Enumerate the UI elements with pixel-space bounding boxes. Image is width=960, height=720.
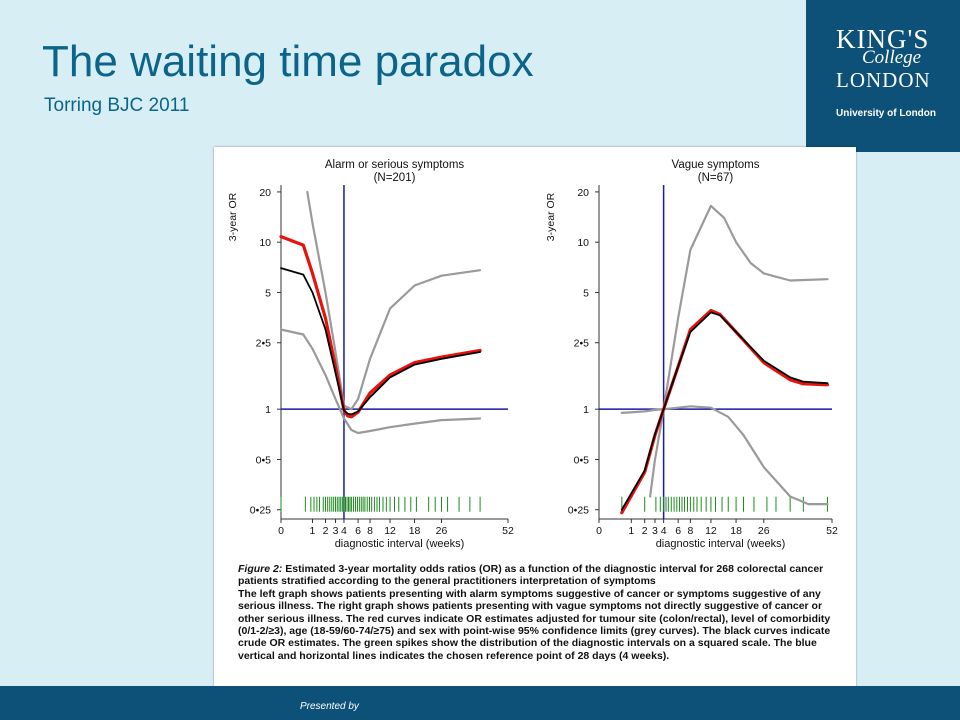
footer-bar: Presented by bbox=[0, 686, 960, 720]
panel1-x-tick-label: 0 bbox=[278, 525, 284, 537]
panel1-x-tick-label: 52 bbox=[502, 525, 514, 537]
panel1-subtitle: (N=201) bbox=[374, 172, 416, 184]
panel1-series-ci-upper bbox=[306, 190, 482, 411]
panel2-y-tick-label: 1 bbox=[583, 404, 589, 416]
panel2-x-tick-label: 52 bbox=[826, 525, 838, 537]
panel1-x-tick-label: 3 bbox=[333, 525, 339, 537]
panel1-y-tick-label: 20 bbox=[259, 187, 271, 199]
panel2-x-tick-label: 8 bbox=[687, 525, 693, 537]
logo-line-college: College bbox=[862, 47, 922, 68]
panel1-y-tick-label: 10 bbox=[259, 237, 271, 249]
panel1-x-tick-label: 2 bbox=[323, 525, 329, 537]
panel1-x-tick-label: 26 bbox=[436, 525, 448, 537]
chart-svg: Alarm or serious symptoms(N=201) 0•25 0•5 1… bbox=[227, 159, 838, 550]
logo-line-university: University of London bbox=[836, 108, 936, 119]
panel2-x-tick-label: 12 bbox=[705, 525, 717, 537]
panel2-series-ci-lower bbox=[620, 405, 829, 506]
panel2-x-tick-label: 6 bbox=[675, 525, 681, 537]
panel1-x-tick-label: 1 bbox=[310, 525, 316, 537]
panel2-x-tick-label: 1 bbox=[628, 525, 634, 537]
panel1-x-axis-label: diagnostic interval (weeks) bbox=[335, 538, 465, 550]
kings-college-logo: KING'S College LONDON University of Lond… bbox=[806, 0, 960, 152]
panel1-y-tick-label: 2•5 bbox=[256, 338, 272, 350]
panel2-y-tick-label: 10 bbox=[577, 237, 589, 249]
panel2-y-tick-label: 5 bbox=[583, 287, 589, 299]
caption-label: Figure 2: bbox=[238, 563, 283, 575]
panel2-x-tick-label: 3 bbox=[652, 525, 658, 537]
panel2-x-tick-label: 26 bbox=[758, 525, 770, 537]
panel2-x-axis-label: diagnostic interval (weeks) bbox=[656, 538, 786, 550]
panel2-x-tick-label: 2 bbox=[642, 525, 648, 537]
panel2-y-tick-label: 20 bbox=[577, 187, 589, 199]
logo-line-london: LONDON bbox=[836, 68, 931, 92]
panel2-y-tick-label: 0•25 bbox=[568, 505, 589, 517]
panel1-y-axis-label: 3-year OR bbox=[227, 192, 239, 241]
panel1-y-tick-label: 0•5 bbox=[256, 454, 272, 466]
panel2-y-tick-label: 0•5 bbox=[574, 454, 590, 466]
panel2-title: Vague symptoms bbox=[672, 159, 760, 171]
panel2-series-ci-upper bbox=[649, 204, 829, 498]
footer-presented-by: Presented by bbox=[300, 701, 359, 712]
caption-heading: Estimated 3-year mortality odds ratios (… bbox=[238, 563, 824, 588]
panel1-x-tick-label: 18 bbox=[409, 525, 421, 537]
panel1-series-crude bbox=[280, 267, 482, 416]
caption-body: The left graph shows patients presenting… bbox=[238, 587, 831, 662]
panel1-y-tick-label: 1 bbox=[265, 404, 271, 416]
panel1-y-tick-label: 5 bbox=[265, 287, 271, 299]
figure-caption: Figure 2: Estimated 3-year mortality odd… bbox=[238, 563, 838, 662]
panel1-series-adjusted bbox=[279, 234, 482, 419]
slide-subtitle: Torring BJC 2011 bbox=[44, 95, 190, 116]
panel2-y-tick-label: 2•5 bbox=[574, 338, 590, 350]
panel1-series-ci-lower bbox=[279, 328, 482, 435]
panel2-y-axis-label: 3-year OR bbox=[545, 192, 557, 241]
panel2-x-tick-label: 4 bbox=[661, 525, 667, 537]
panel2-x-tick-label: 18 bbox=[730, 525, 742, 537]
panel2-series-crude bbox=[620, 311, 829, 511]
panel1-x-tick-label: 12 bbox=[384, 525, 396, 537]
panel1-x-tick-label: 8 bbox=[367, 525, 373, 537]
panel1-x-tick-label: 6 bbox=[355, 525, 361, 537]
panel2-subtitle: (N=67) bbox=[698, 172, 734, 184]
logo-line-kings: KING'S bbox=[836, 24, 930, 54]
panel1-x-tick-label: 4 bbox=[341, 525, 347, 537]
slide-title: The waiting time paradox bbox=[42, 37, 534, 86]
figure-panel: Alarm or serious symptoms (N=201) 0•25 0•5 1… bbox=[214, 147, 856, 702]
panel1-y-tick-label: 0•25 bbox=[250, 505, 271, 517]
panel2-x-tick-label: 0 bbox=[596, 525, 602, 537]
panel1-title: Alarm or serious symptoms bbox=[325, 159, 465, 171]
